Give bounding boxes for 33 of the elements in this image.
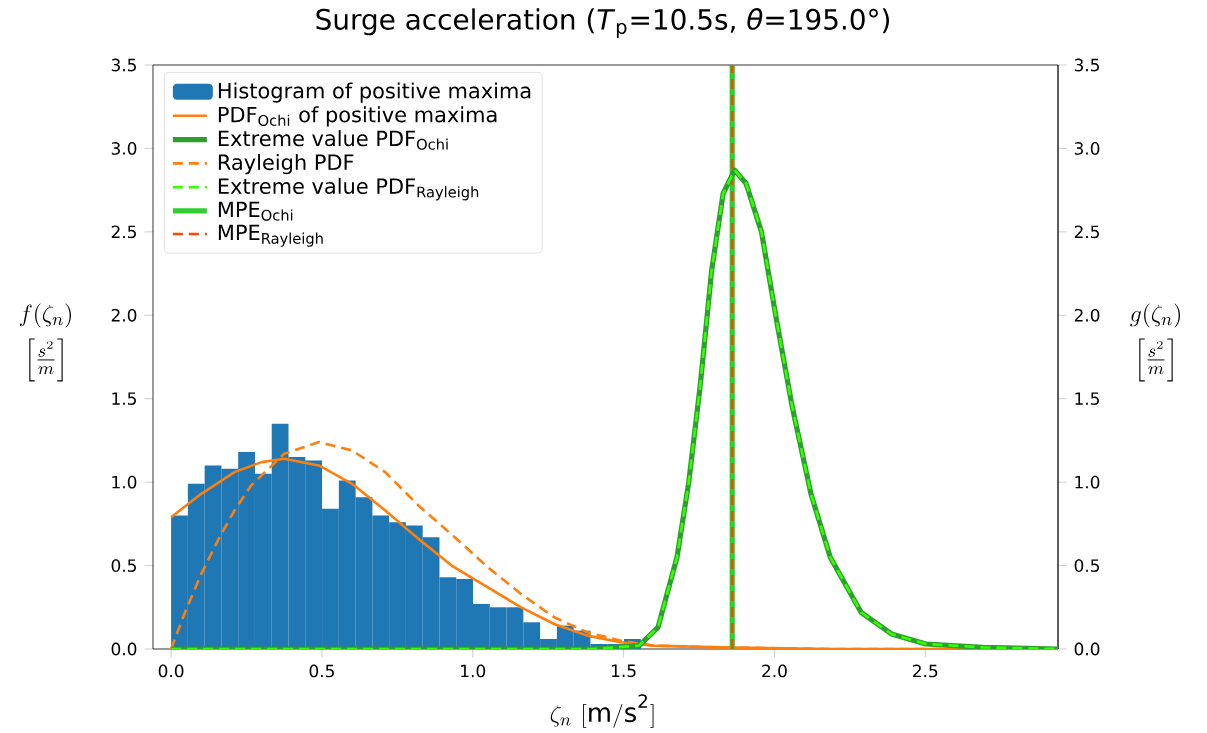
- y2-tick-label: 0.5: [1074, 559, 1099, 572]
- y2-axis-title: $\begin{array}{c}g(\zeta_n)\\[4pt]\left[\frac{s^2}{m}\right]\end{array}$: [1130, 303, 1180, 382]
- x-tick-label: 2.0: [762, 664, 787, 678]
- x-tick-label: 1.0: [461, 664, 486, 678]
- legend-label: MPE$_{Rayleigh}$: [218, 224, 323, 247]
- y2-tick-label: 2.0: [1074, 308, 1100, 322]
- y-tick-label: 1.0: [112, 475, 137, 489]
- y-tick-label: 0.0: [111, 642, 137, 656]
- y2-tick-label: 3.5: [1074, 58, 1099, 72]
- y-tick-label: 2.5: [111, 225, 136, 239]
- y-tick-label: 0.5: [111, 559, 136, 572]
- legend-label: Extreme value PDF$_{Ochi}$: [218, 130, 448, 150]
- y2-tick-label: 3.0: [1074, 142, 1100, 155]
- legend-label: MPE$_{Ochi}$: [218, 201, 293, 221]
- y2-tick-label: 2.5: [1074, 225, 1099, 239]
- x-tick-label: 2.5: [913, 664, 938, 678]
- y-tick-label: 1.5: [112, 392, 136, 406]
- y-tick-label: 2.0: [111, 308, 137, 322]
- legend-label: PDF$_{Ochi}$ of positive maxima: [218, 106, 497, 127]
- legend-label: Extreme value PDF$_{Rayleigh}$: [218, 177, 479, 201]
- chart-title: Surge acceleration (T$_{p}$=10.5s, θ=195.0°): [316, 8, 890, 38]
- y2-tick-label: 1.5: [1075, 392, 1099, 406]
- y-axis-title: $\begin{array}{c}f(\zeta_n)\\[4pt]\left[\frac{s^2}{m}\right]\end{array}$: [19, 303, 71, 382]
- x-tick-label: 0.5: [309, 664, 334, 678]
- x-tick-label: 0.0: [158, 664, 184, 678]
- x-axis-title: $\zeta_n\ [\mathrm{m/s^2}]$: [550, 694, 654, 728]
- y2-tick-label: 1.0: [1075, 475, 1100, 489]
- y2-tick-label: 0.0: [1074, 642, 1100, 656]
- legend-label: Histogram of positive maxima: [218, 82, 531, 103]
- y-tick-label: 3.0: [111, 142, 137, 155]
- x-tick-label: 1.5: [612, 664, 636, 678]
- legend-label: Rayleigh PDF: [218, 153, 354, 175]
- y-tick-label: 3.5: [111, 58, 136, 72]
